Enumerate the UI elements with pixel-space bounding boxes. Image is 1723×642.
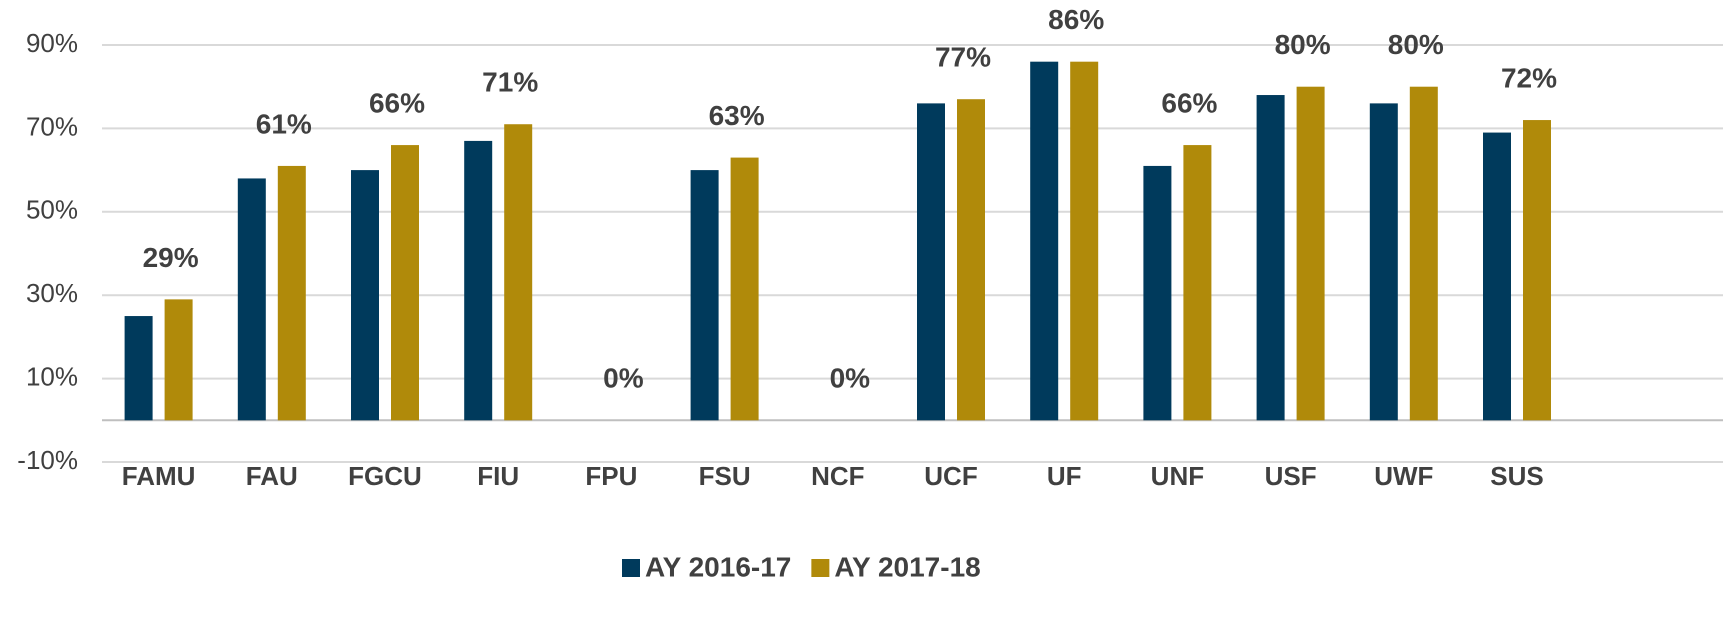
data-label: 86% <box>1048 4 1104 35</box>
data-label: 80% <box>1275 29 1331 60</box>
x-tick-label: FIU <box>477 461 519 491</box>
data-label: 0% <box>830 363 871 394</box>
bar <box>237 178 266 421</box>
bar <box>277 165 306 421</box>
data-label: 61% <box>256 108 312 139</box>
bar <box>1183 145 1212 421</box>
legend-swatch <box>811 559 830 577</box>
data-label: 80% <box>1388 29 1444 60</box>
data-label: 0% <box>603 363 644 394</box>
x-tick-label: FPU <box>585 461 637 491</box>
legend-label: AY 2016-17 <box>645 551 791 582</box>
y-tick-label: -10% <box>17 445 78 475</box>
x-tick-label: FAU <box>246 461 298 491</box>
x-tick-label: NCF <box>811 461 864 491</box>
bar <box>957 99 985 421</box>
x-tick-label: UWF <box>1374 461 1433 491</box>
bar <box>351 170 379 421</box>
x-tick-label: USF <box>1265 461 1317 491</box>
y-tick-label: 70% <box>26 111 78 141</box>
y-tick-label: 50% <box>26 195 78 225</box>
bar <box>917 103 945 421</box>
bar <box>464 140 493 421</box>
y-tick-label: 30% <box>26 278 78 308</box>
data-label: 63% <box>709 100 765 131</box>
bar <box>164 299 193 421</box>
bar <box>1030 61 1059 421</box>
data-label: 71% <box>482 67 538 98</box>
legend-swatch <box>622 559 640 577</box>
data-label: 66% <box>369 87 425 118</box>
legend-label: AY 2017-18 <box>834 551 980 582</box>
bar <box>504 124 533 421</box>
data-label: 77% <box>935 42 991 73</box>
data-label: 72% <box>1501 62 1557 93</box>
data-label: 66% <box>1161 87 1217 118</box>
bar <box>690 170 719 421</box>
y-tick-label: 10% <box>26 361 78 391</box>
bar <box>1070 61 1099 421</box>
x-tick-label: FSU <box>699 461 751 491</box>
bar <box>124 316 153 421</box>
bar <box>1483 132 1511 421</box>
bar <box>1256 95 1285 421</box>
x-tick-label: SUS <box>1490 461 1543 491</box>
bar <box>1369 103 1398 421</box>
y-tick-label: 90% <box>26 28 78 58</box>
x-tick-label: FGCU <box>348 461 422 491</box>
bar <box>730 157 759 421</box>
x-tick-label: UCF <box>924 461 977 491</box>
bar <box>1409 86 1438 421</box>
x-tick-label: UF <box>1047 461 1082 491</box>
x-tick-label: UNF <box>1151 461 1204 491</box>
bar <box>1523 120 1551 421</box>
bar <box>391 145 419 421</box>
x-tick-label: FAMU <box>122 461 196 491</box>
data-label: 29% <box>143 242 199 273</box>
bar <box>1143 165 1172 421</box>
bar <box>1296 86 1325 421</box>
